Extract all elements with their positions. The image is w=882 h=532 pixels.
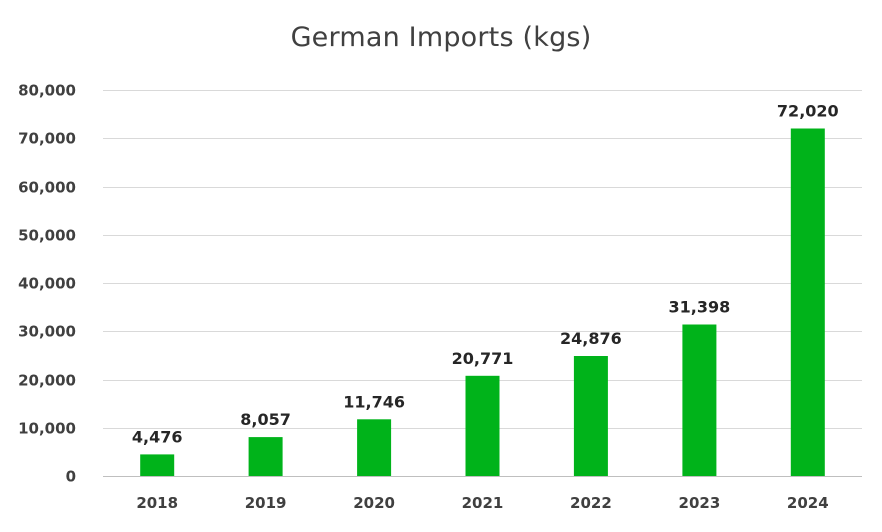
- data-labels: 4,476 8,057 11,746 20,771 24,876 31,398 72,020: [132, 102, 839, 447]
- y-tick-label: 50,000: [18, 227, 76, 245]
- x-tick-label-2021: 2021: [462, 494, 504, 512]
- y-tick-label: 40,000: [18, 275, 76, 293]
- x-tick-label-2018: 2018: [136, 494, 178, 512]
- x-tick-label-2022: 2022: [570, 494, 612, 512]
- data-label-2021: 20,771: [452, 349, 514, 368]
- x-tick-label-2019: 2019: [245, 494, 287, 512]
- bar-2020: [357, 419, 392, 476]
- x-tick-label-2023: 2023: [679, 494, 721, 512]
- x-axis-ticks: 2018 2019 2020 2021 2022 2023 2024: [136, 494, 828, 512]
- y-tick-label: 0: [66, 468, 76, 486]
- y-tick-label: 80,000: [18, 82, 76, 100]
- bar-2024: [790, 128, 825, 476]
- y-tick-label: 30,000: [18, 323, 76, 341]
- data-label-2019: 8,057: [240, 410, 291, 429]
- y-tick-label: 60,000: [18, 179, 76, 197]
- y-axis-ticks: 0 10,000 20,000 30,000 40,000 50,000 60,000 70,…: [18, 82, 76, 486]
- data-label-2024: 72,020: [777, 102, 839, 121]
- chart-title: German Imports (kgs): [290, 22, 592, 53]
- data-label-2018: 4,476: [132, 427, 183, 446]
- y-tick-label: 70,000: [18, 130, 76, 148]
- bar-2021: [465, 375, 500, 476]
- bar-2023: [682, 324, 717, 476]
- data-label-2020: 11,746: [343, 392, 405, 411]
- data-label-2022: 24,876: [560, 329, 622, 348]
- bars: [140, 128, 825, 476]
- bar-2022: [573, 356, 608, 476]
- bar-2019: [248, 437, 283, 476]
- x-tick-label-2024: 2024: [787, 494, 829, 512]
- data-label-2023: 31,398: [669, 298, 731, 317]
- y-tick-label: 20,000: [18, 372, 76, 390]
- bar-2018: [140, 454, 175, 476]
- y-tick-label: 10,000: [18, 420, 76, 438]
- x-tick-label-2020: 2020: [353, 494, 395, 512]
